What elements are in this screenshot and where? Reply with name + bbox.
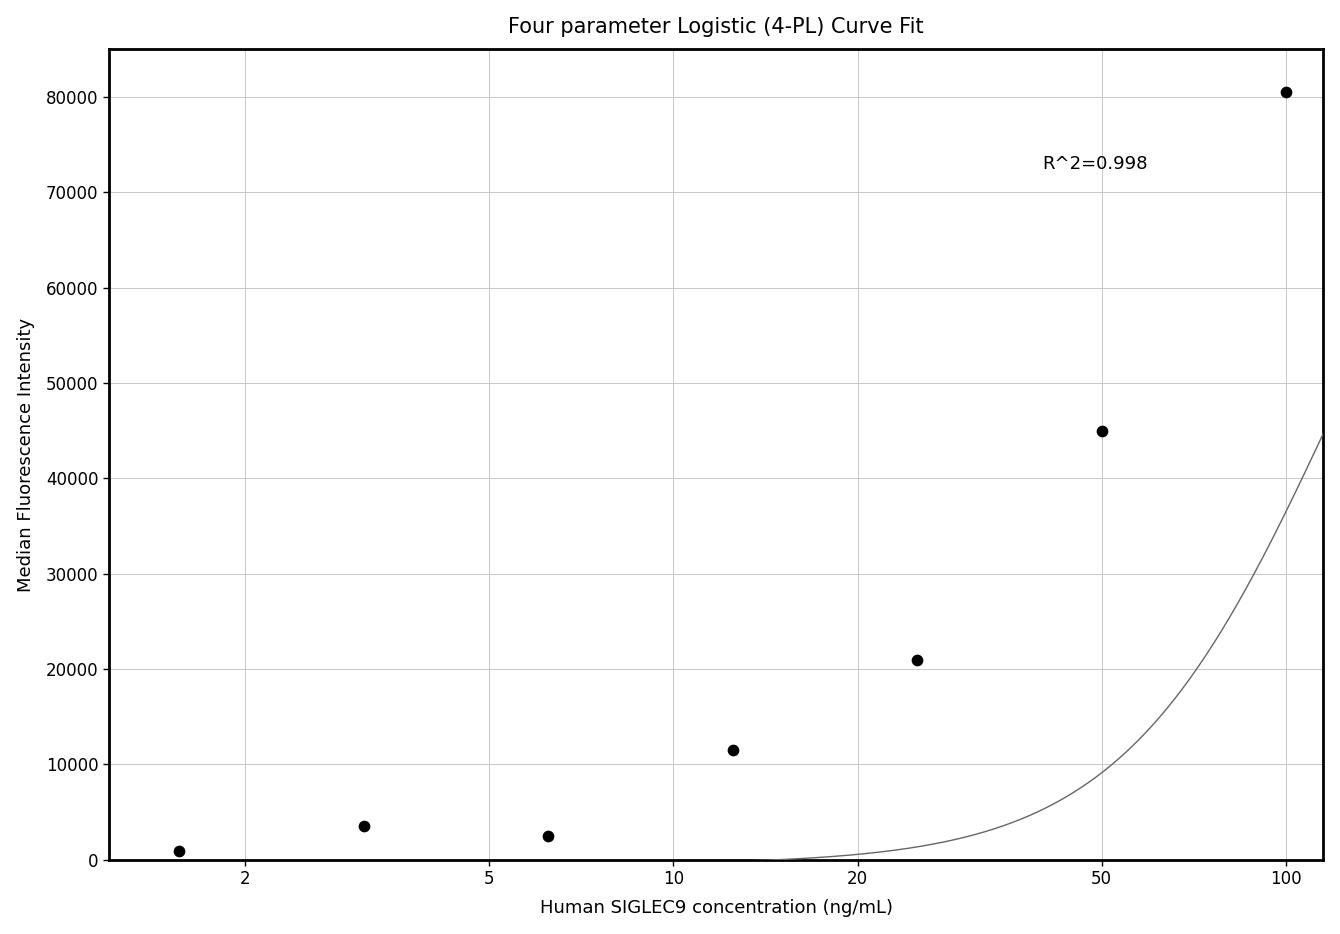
- Point: [722, 743, 744, 757]
- Point: [169, 843, 190, 858]
- Y-axis label: Median Fluorescence Intensity: Median Fluorescence Intensity: [16, 318, 35, 591]
- Point: [1091, 423, 1112, 438]
- Point: [906, 652, 927, 667]
- X-axis label: Human SIGLEC9 concentration (ng/mL): Human SIGLEC9 concentration (ng/mL): [540, 899, 892, 917]
- Point: [537, 828, 559, 843]
- Text: R^2=0.998: R^2=0.998: [1043, 155, 1148, 173]
- Point: [352, 819, 374, 834]
- Point: [1276, 85, 1297, 100]
- Title: Four parameter Logistic (4-PL) Curve Fit: Four parameter Logistic (4-PL) Curve Fit: [508, 17, 923, 36]
